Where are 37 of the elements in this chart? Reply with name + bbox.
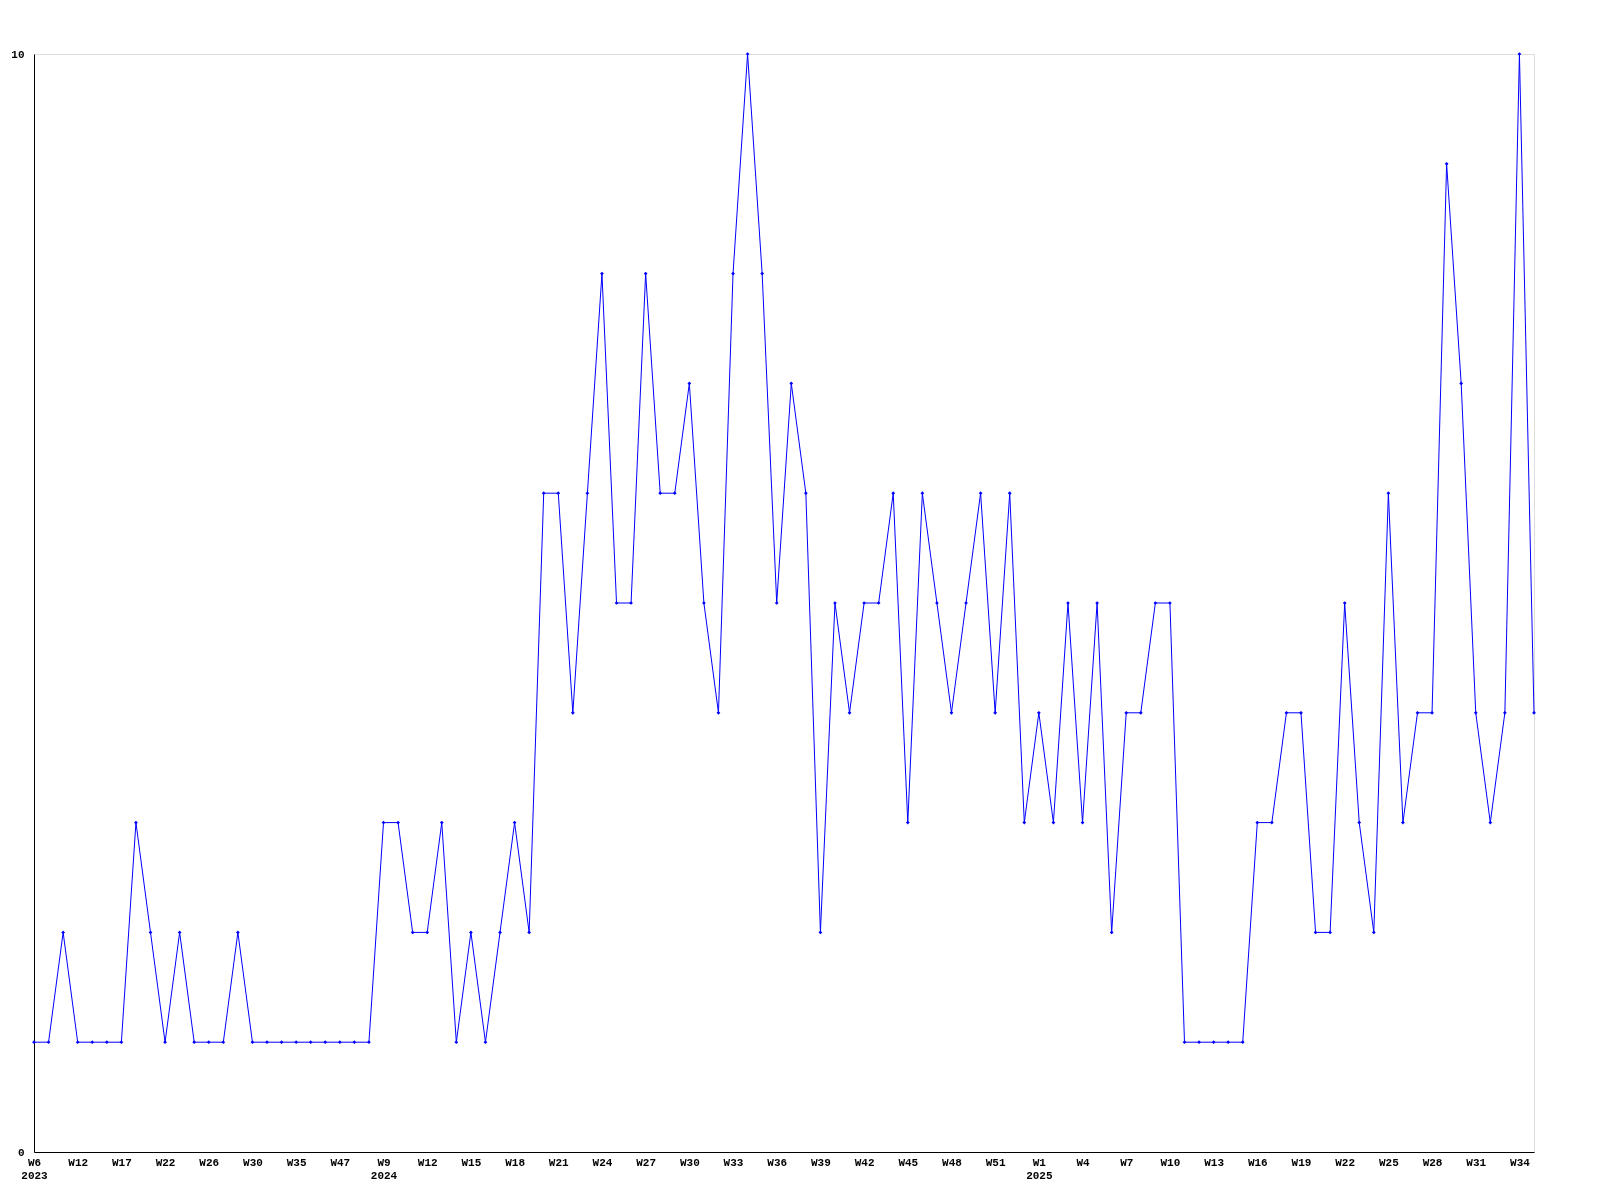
x-tick-label: W17 <box>111 1156 132 1169</box>
x-tick-label: W22 <box>155 1156 176 1169</box>
x-tick-label: W39 <box>811 1156 831 1169</box>
x-tick-label: W36 <box>767 1156 788 1169</box>
x-tick-label: W27 <box>636 1156 657 1169</box>
x-tick-label: W7 <box>1120 1156 1134 1169</box>
y-tick-label: 10 <box>11 48 25 61</box>
x-tick-label: W45 <box>898 1156 919 1169</box>
x-tick-label: W15 <box>461 1156 482 1169</box>
x-tick-label: W33 <box>723 1156 744 1169</box>
x-tick-label: W21 <box>548 1156 570 1169</box>
x-tick-label: W18 <box>505 1156 526 1169</box>
x-tick-label: W16 <box>1247 1156 1268 1169</box>
x-tick-label: W10 <box>1160 1156 1181 1169</box>
x-tick-label: W48 <box>942 1156 963 1169</box>
x-tick-label: W31 <box>1466 1156 1487 1169</box>
y-tick-label: 0 <box>17 1146 25 1159</box>
x-tick-label: W26 <box>199 1156 220 1169</box>
x-tick-label: W42 <box>854 1156 875 1169</box>
x-tick-label: W6 2023 <box>21 1156 49 1182</box>
x-tick-label: W9 2024 <box>370 1156 398 1182</box>
x-tick-label: W1 2025 <box>1026 1156 1053 1182</box>
x-tick-label: W24 <box>592 1156 613 1169</box>
x-tick-label: W19 <box>1291 1156 1312 1169</box>
x-tick-label: W12 <box>68 1156 89 1169</box>
x-tick-label: W47 <box>330 1156 351 1169</box>
x-tick-label: W12 <box>417 1156 438 1169</box>
x-tick-label: W35 <box>286 1156 307 1169</box>
x-tick-label: W51 <box>985 1156 1006 1169</box>
x-tick-label: W4 <box>1076 1156 1091 1169</box>
x-tick-label: W30 <box>243 1156 263 1169</box>
x-tick-label: W34 <box>1510 1156 1531 1169</box>
x-tick-label: W28 <box>1422 1156 1443 1169</box>
x-tick-label: W22 <box>1335 1156 1356 1169</box>
x-tick-label: W13 <box>1204 1156 1225 1169</box>
x-tick-label: W25 <box>1378 1156 1400 1169</box>
x-tick-label: W30 <box>679 1156 700 1169</box>
